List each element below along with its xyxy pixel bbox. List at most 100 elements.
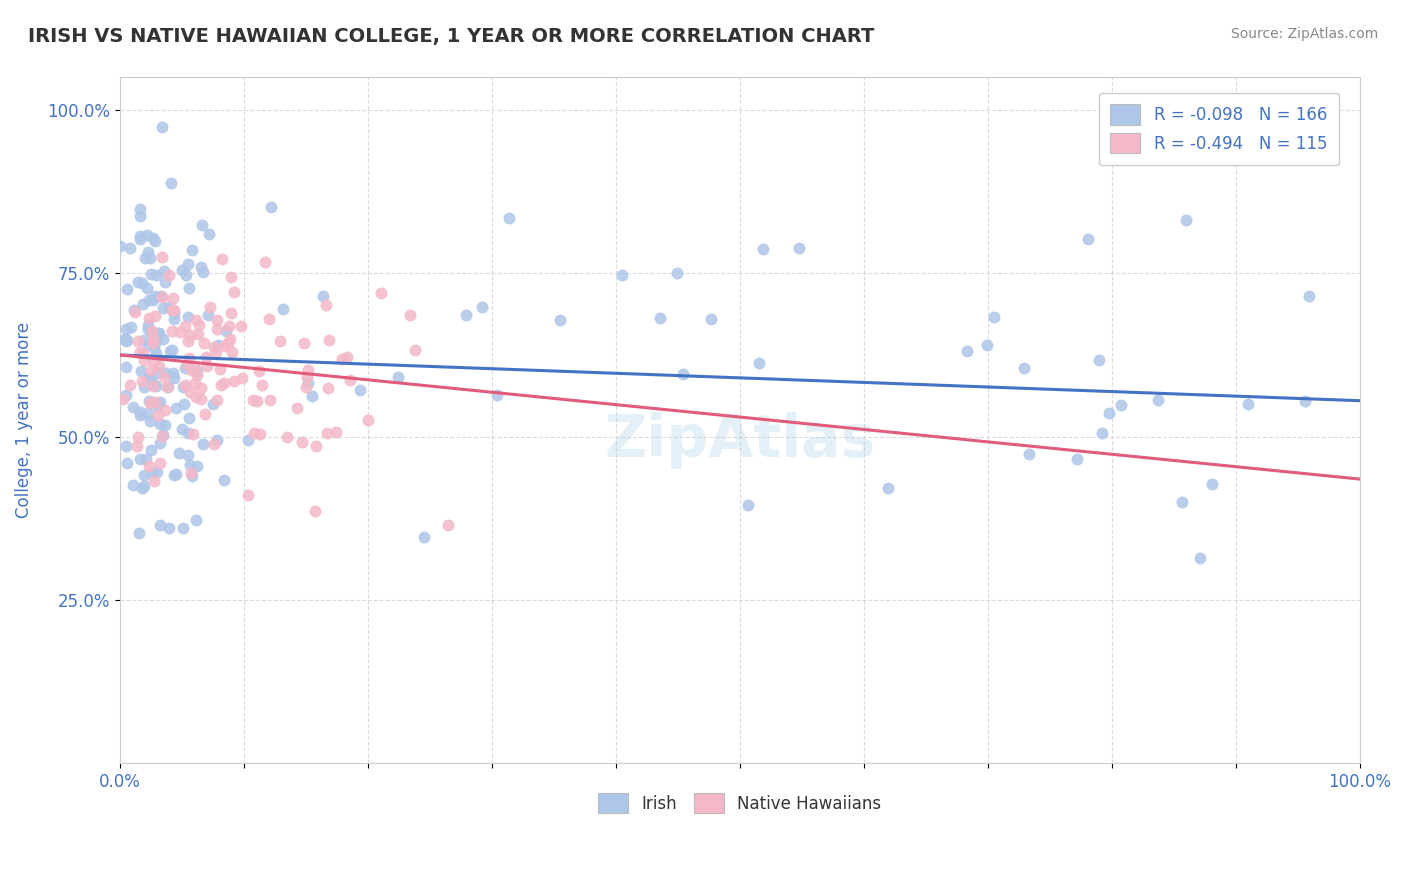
Point [127,430,149,444]
Point [172,262,194,277]
Point [471,300,494,314]
Point [204,344,226,359]
Point [129,364,152,378]
Point [183,427,205,442]
Point [139,371,162,385]
Point [197,227,219,241]
Point [229,319,252,334]
Point [134,467,156,482]
Point [128,526,150,541]
Point [132,352,155,367]
Point [139,395,162,409]
Point [217,335,239,350]
Point [179,351,201,365]
Point [176,357,198,371]
Point [179,327,201,342]
Point [150,290,173,304]
Point [172,521,194,535]
Point [150,289,173,303]
Point [222,374,245,388]
Text: ZipAtlas: ZipAtlas [605,412,875,469]
Point [285,401,308,415]
Point [143,234,166,248]
Point [162,291,184,305]
Point [153,275,176,289]
Point [152,427,174,442]
Point [672,367,695,381]
Point [193,437,215,451]
Point [145,378,167,392]
Point [136,322,159,336]
Point [146,366,169,380]
Point [242,393,264,408]
Point [1088,353,1111,368]
Point [157,300,180,314]
Point [118,377,141,392]
Point [191,264,214,278]
Point [115,360,138,375]
Point [141,336,163,351]
Point [219,332,242,346]
Point [146,465,169,479]
Point [498,211,520,225]
Point [173,361,195,376]
Point [127,275,149,289]
Point [174,378,197,392]
Point [219,306,242,320]
Point [115,387,138,401]
Point [139,325,162,339]
Point [316,381,339,395]
Point [124,303,146,318]
Point [748,356,770,370]
Point [108,238,131,252]
Point [139,363,162,377]
Point [132,333,155,347]
Point [131,276,153,290]
Point [271,302,294,317]
Point [177,257,200,271]
Point [297,363,319,377]
Point [752,242,775,256]
Point [150,120,173,134]
Point [190,260,212,274]
Point [148,359,170,374]
Point [177,334,200,349]
Point [387,370,409,384]
Point [155,417,177,432]
Point [159,343,181,358]
Point [259,392,281,407]
Point [118,241,141,255]
Point [132,346,155,360]
Point [187,326,209,341]
Point [787,242,810,256]
Point [330,351,353,366]
Legend: Irish, Native Hawaiians: Irish, Native Hawaiians [588,783,891,823]
Point [136,281,159,295]
Point [132,297,155,311]
Point [195,351,218,365]
Point [1188,550,1211,565]
Text: IRISH VS NATIVE HAWAIIAN COLLEGE, 1 YEAR OR MORE CORRELATION CHART: IRISH VS NATIVE HAWAIIAN COLLEGE, 1 YEAR… [28,27,875,45]
Point [1012,360,1035,375]
Point [152,332,174,346]
Point [205,393,228,408]
Text: Source: ZipAtlas.com: Source: ZipAtlas.com [1230,27,1378,41]
Point [666,266,689,280]
Point [138,459,160,474]
Point [301,389,323,403]
Point [150,250,173,264]
Point [413,530,436,544]
Point [142,341,165,355]
Point [155,366,177,380]
Point [136,338,159,352]
Point [1294,393,1316,408]
Point [134,479,156,493]
Point [128,202,150,217]
Point [312,289,335,303]
Point [976,337,998,351]
Point [117,456,139,470]
Point [156,380,179,394]
Point [111,392,134,406]
Point [136,318,159,332]
Point [165,401,187,415]
